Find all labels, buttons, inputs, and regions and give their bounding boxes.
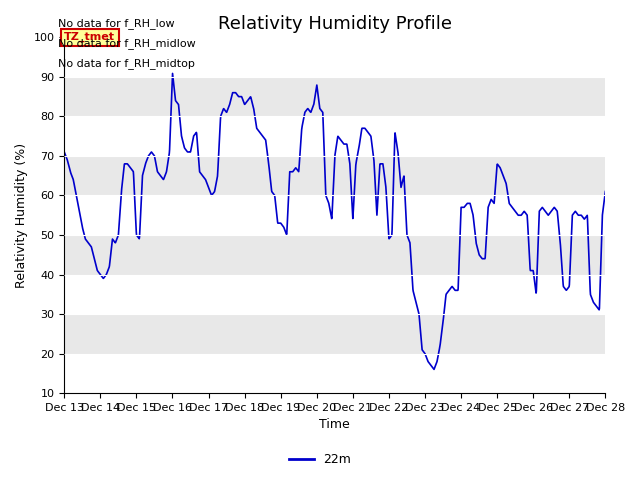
Bar [64,37,605,77]
Text: TZ_tmet: TZ_tmet [64,32,115,42]
Text: No data for f_RH_midlow: No data for f_RH_midlow [58,38,196,49]
Title: Relativity Humidity Profile: Relativity Humidity Profile [218,15,452,33]
Bar [64,354,605,393]
Text: No data for f_RH_midtop: No data for f_RH_midtop [58,59,195,69]
Y-axis label: Relativity Humidity (%): Relativity Humidity (%) [15,143,28,288]
Bar [64,275,605,314]
Bar [64,195,605,235]
Legend: 22m: 22m [284,448,356,471]
Bar [64,116,605,156]
Text: No data for f_RH_low: No data for f_RH_low [58,18,175,29]
X-axis label: Time: Time [319,419,350,432]
